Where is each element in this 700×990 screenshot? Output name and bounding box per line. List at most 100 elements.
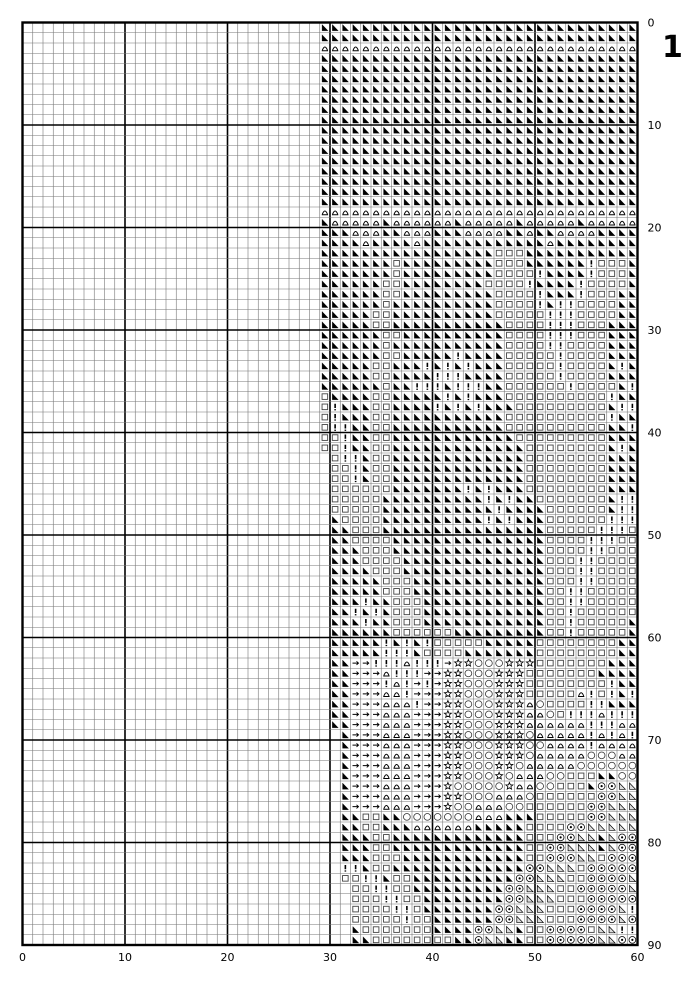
black-triangle-icon xyxy=(475,311,483,318)
square-outline-icon xyxy=(547,680,554,687)
black-triangle-icon xyxy=(332,710,339,718)
black-triangle-icon xyxy=(414,300,421,308)
bell-outline-icon xyxy=(403,661,411,667)
black-triangle-icon xyxy=(516,177,524,185)
black-triangle-icon xyxy=(567,136,575,144)
black-triangle-icon xyxy=(619,382,626,390)
black-triangle-icon xyxy=(393,536,401,544)
bell-outline-icon xyxy=(403,774,411,780)
square-outline-icon xyxy=(547,803,554,810)
black-triangle-icon xyxy=(516,649,524,657)
black-triangle-icon xyxy=(547,300,554,308)
black-triangle-icon xyxy=(321,85,329,93)
black-triangle-icon xyxy=(342,854,349,862)
black-triangle-icon xyxy=(578,85,585,93)
dot xyxy=(610,795,613,798)
arrow-right-icon xyxy=(352,753,360,758)
dot xyxy=(600,918,603,921)
black-triangle-icon xyxy=(608,126,616,134)
black-triangle-icon xyxy=(455,516,462,523)
dot-circle-icon xyxy=(597,874,606,883)
bell-outline-icon xyxy=(506,210,513,216)
black-triangle-icon xyxy=(362,259,370,267)
black-triangle-icon xyxy=(403,393,411,400)
black-triangle-icon xyxy=(516,218,524,226)
square-outline-icon xyxy=(577,413,585,421)
black-triangle-icon xyxy=(444,300,452,308)
black-triangle-icon xyxy=(516,833,524,841)
square-outline-icon xyxy=(536,649,544,657)
black-triangle-icon xyxy=(434,331,442,339)
black-triangle-icon xyxy=(362,464,370,472)
square-outline-icon xyxy=(557,465,564,472)
dot-circle-icon xyxy=(628,915,637,924)
circle-outline-icon xyxy=(485,772,493,780)
bell-outline-icon xyxy=(526,712,534,718)
square-outline-icon xyxy=(362,905,370,913)
light-triangle-icon xyxy=(618,792,627,800)
black-triangle-icon xyxy=(475,536,483,544)
black-triangle-icon xyxy=(516,126,524,134)
light-triangle-icon xyxy=(536,915,545,923)
black-triangle-icon xyxy=(403,54,411,62)
black-triangle-icon xyxy=(393,106,401,113)
black-triangle-icon xyxy=(588,198,595,206)
square-outline-icon xyxy=(516,260,523,267)
black-triangle-icon xyxy=(496,341,503,349)
square-outline-icon xyxy=(567,393,575,400)
square-outline-icon xyxy=(352,506,359,513)
square-outline-icon xyxy=(372,372,380,380)
black-triangle-icon xyxy=(434,854,442,862)
black-triangle-icon xyxy=(383,147,390,154)
arrow-right-icon xyxy=(434,712,442,717)
square-outline-icon xyxy=(557,670,564,677)
dot xyxy=(580,826,583,829)
black-triangle-icon xyxy=(526,813,534,821)
square-outline-icon xyxy=(475,639,482,646)
black-triangle-icon xyxy=(496,188,503,195)
black-triangle-icon xyxy=(444,444,452,452)
black-triangle-icon xyxy=(373,167,380,175)
square-outline-icon xyxy=(577,864,585,872)
light-triangle-icon xyxy=(547,864,555,872)
square-outline-icon xyxy=(598,444,605,452)
black-triangle-icon xyxy=(526,567,534,575)
square-outline-icon xyxy=(547,659,554,667)
square-outline-icon xyxy=(557,629,564,636)
light-triangle-icon xyxy=(495,935,504,944)
black-triangle-icon xyxy=(444,926,452,933)
black-triangle-icon xyxy=(332,546,339,554)
black-triangle-icon xyxy=(424,188,431,195)
black-triangle-icon xyxy=(342,85,349,93)
square-outline-icon xyxy=(588,383,595,390)
bell-outline-icon xyxy=(496,794,503,800)
black-triangle-icon xyxy=(434,352,442,359)
dot xyxy=(590,918,593,921)
black-triangle-icon xyxy=(455,229,462,236)
bell-outline-icon xyxy=(496,46,503,52)
black-triangle-icon xyxy=(362,147,370,154)
black-triangle-icon xyxy=(352,403,360,411)
black-triangle-icon xyxy=(629,136,636,144)
square-outline-icon xyxy=(536,495,544,503)
black-triangle-icon xyxy=(619,24,626,31)
square-outline-icon xyxy=(383,485,390,493)
black-triangle-icon xyxy=(578,24,585,31)
black-triangle-icon xyxy=(362,628,370,636)
black-triangle-icon xyxy=(475,34,483,42)
square-outline-icon xyxy=(372,926,380,933)
black-triangle-icon xyxy=(342,792,349,800)
black-triangle-icon xyxy=(434,362,442,370)
black-triangle-icon xyxy=(547,95,554,103)
arrow-right-icon xyxy=(352,742,360,748)
square-outline-icon xyxy=(383,321,390,329)
square-outline-icon xyxy=(557,536,564,544)
black-triangle-icon xyxy=(434,157,442,165)
black-triangle-icon xyxy=(485,895,493,903)
square-outline-icon xyxy=(567,424,575,431)
square-outline-icon xyxy=(536,454,544,462)
black-triangle-icon xyxy=(352,280,360,288)
dot xyxy=(610,785,613,788)
dot xyxy=(600,877,603,880)
square-outline-icon xyxy=(393,557,400,564)
